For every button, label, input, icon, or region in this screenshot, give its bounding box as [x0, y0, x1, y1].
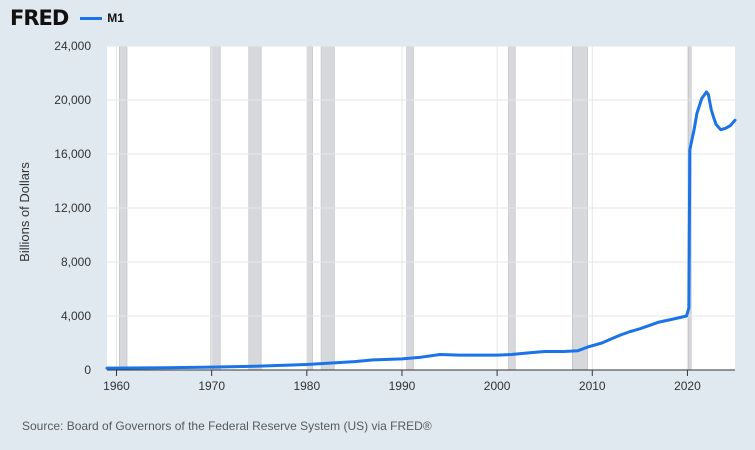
x-tick-label: 1960 — [103, 379, 130, 393]
x-tick-label: 2010 — [579, 379, 606, 393]
x-tick-label: 2020 — [674, 379, 701, 393]
y-tick-label: 4,000 — [61, 309, 91, 323]
y-tick-label: 0 — [84, 363, 91, 377]
y-tick-label: 12,000 — [54, 201, 91, 215]
fred-logo: FRED — [10, 5, 69, 30]
x-tick-label: 2000 — [484, 379, 511, 393]
x-tick-label: 1970 — [198, 379, 225, 393]
y-tick-label: 8,000 — [61, 255, 91, 269]
series-line-m1[interactable] — [105, 90, 737, 370]
x-tick-label: 1990 — [389, 379, 416, 393]
y-tick-label: 24,000 — [54, 39, 91, 53]
y-axis-ticks: 0 4,000 8,000 12,000 16,000 20,000 24,000 — [54, 39, 91, 377]
y-tick-label: 20,000 — [54, 93, 91, 107]
gridlines — [107, 45, 735, 370]
chart-area[interactable]: 0 4,000 8,000 12,000 16,000 20,000 24,000 1960… — [0, 0, 755, 415]
x-tick-label: 1980 — [293, 379, 320, 393]
x-axis-ticks: 1960 1970 1980 1990 2000 2010 2020 — [103, 370, 701, 393]
chart-header: FRED M1 — [10, 6, 124, 30]
legend[interactable]: M1 — [80, 11, 124, 25]
y-axis-label: Billions of Dollars — [17, 162, 32, 262]
line-chart[interactable]: 0 4,000 8,000 12,000 16,000 20,000 24,000 1960… — [0, 0, 755, 410]
legend-label-m1: M1 — [107, 11, 124, 25]
legend-swatch — [80, 16, 103, 20]
source-note: Source: Board of Governors of the Federa… — [22, 419, 432, 433]
y-tick-label: 16,000 — [54, 147, 91, 161]
